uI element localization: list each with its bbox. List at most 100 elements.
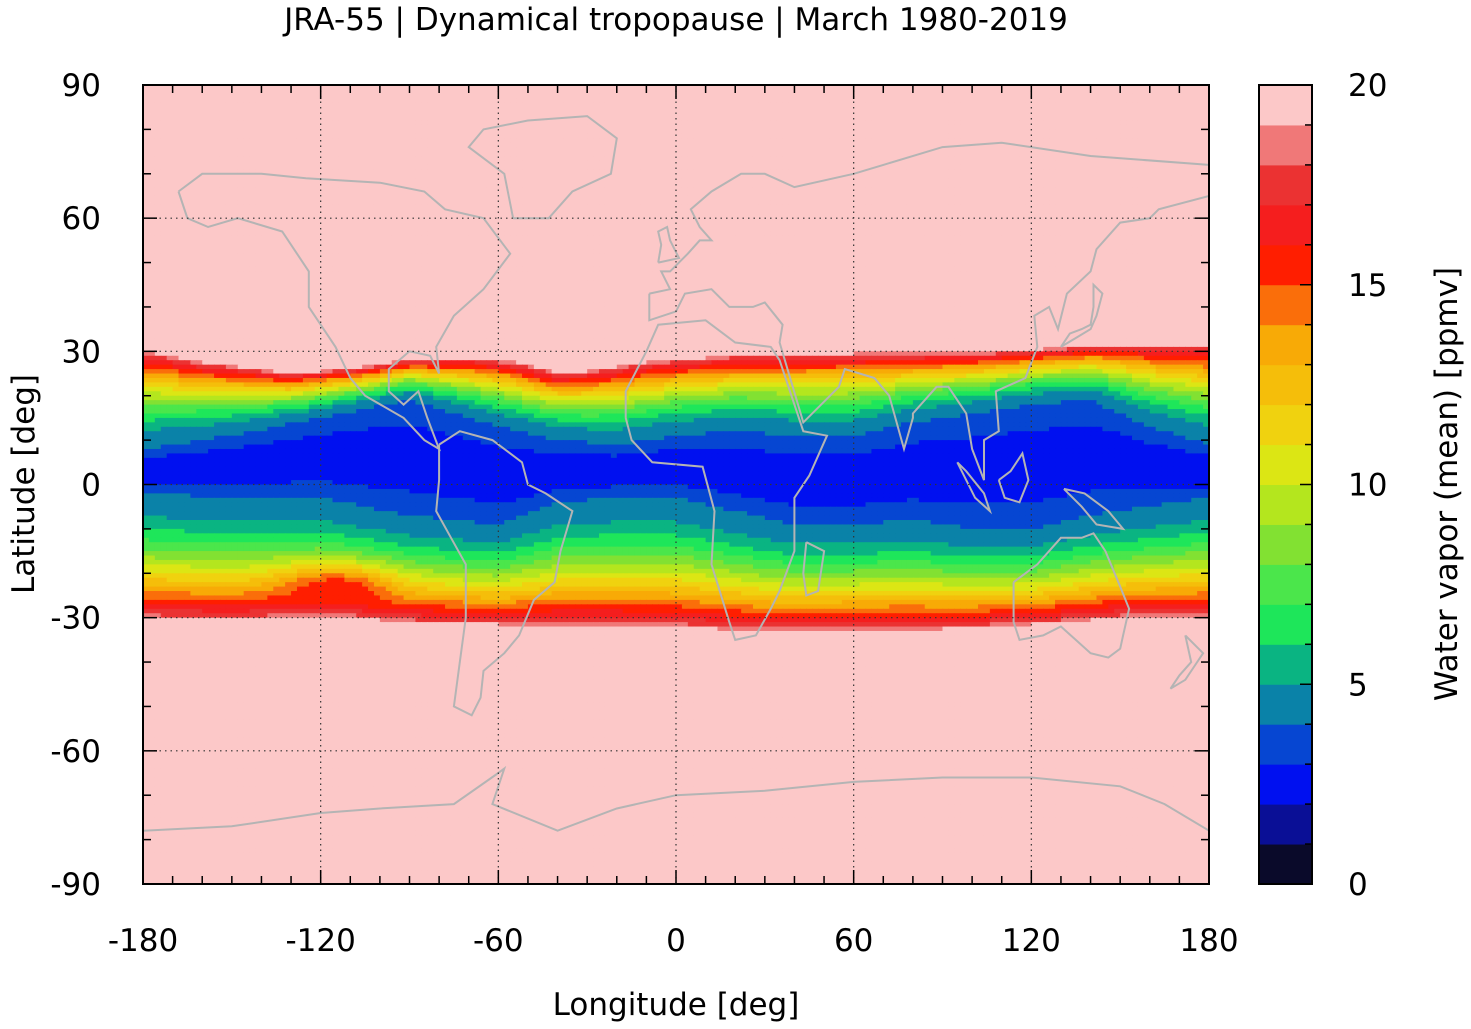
heatmap-cell-4517: [243, 195, 251, 202]
heatmap-cell-205: [291, 89, 298, 95]
heatmap-cell-1762: [983, 124, 991, 130]
heatmap-cell-4759: [610, 200, 618, 206]
heatmap-cell-485: [883, 93, 890, 99]
heatmap-cell-4278: [960, 187, 967, 193]
heatmap-cell-2451: [800, 142, 807, 148]
heatmap-cell-4295: [1060, 187, 1068, 193]
heatmap-cell-288: [782, 89, 790, 95]
heatmap-cell-88: [664, 85, 671, 91]
heatmap-cell-33: [338, 85, 345, 91]
heatmap-cell-1711: [681, 124, 689, 130]
heatmap-cell-939: [373, 107, 381, 113]
heatmap-cell-361: [148, 93, 156, 99]
heatmap-cell-3869: [670, 178, 677, 184]
heatmap-cell-791: [563, 102, 570, 108]
heatmap-cell-4433: [812, 191, 819, 197]
heatmap-cell-3041: [1096, 156, 1103, 162]
heatmap-cell-2915: [350, 156, 357, 162]
heatmap-cell-2827: [895, 151, 902, 157]
plot-area: [143, 85, 1209, 884]
heatmap-cell-4849: [1143, 200, 1151, 206]
heatmap-cell-4777: [717, 200, 724, 206]
heatmap-cell-4116: [1066, 182, 1074, 188]
heatmap-cell-3521: [741, 169, 748, 175]
heatmap-cell-3143: [634, 160, 642, 166]
heatmap-cell-1115: [350, 111, 357, 117]
heatmap-cell-397: [362, 93, 369, 99]
heatmap-cell-2311: [1037, 138, 1044, 144]
heatmap-cell-4277: [954, 187, 961, 193]
heatmap-cell-4812: [924, 200, 932, 206]
heatmap-cell-3251: [208, 164, 215, 170]
heatmap-cell-2845: [1001, 151, 1009, 157]
heatmap-cell-3014: [936, 156, 944, 162]
heatmap-cell-3069: [196, 160, 203, 166]
heatmap-cell-4085: [883, 182, 890, 188]
heatmap-cell-3755: [1060, 173, 1068, 179]
heatmap-cell-2260: [735, 138, 742, 144]
heatmap-cell-3194: [936, 160, 944, 166]
heatmap-cell-3979: [255, 182, 263, 188]
heatmap-cell-374: [225, 93, 233, 99]
heatmap-cell-60: [498, 85, 505, 91]
heatmap-cell-3417: [1191, 164, 1198, 170]
heatmap-cell-4919: [492, 204, 499, 210]
heatmap-cell-3096: [356, 160, 363, 166]
heatmap-cell-2010: [320, 133, 328, 139]
heatmap-cell-578: [368, 98, 375, 104]
heatmap-cell-2678: [1078, 147, 1086, 153]
heatmap-cell-3618: [249, 173, 257, 179]
heatmap-cell-2640: [853, 147, 861, 153]
heatmap-cell-4199: [492, 187, 499, 193]
heatmap-cell-3083: [279, 160, 286, 166]
heatmap-cell-985: [646, 107, 653, 113]
heatmap-cell-3918: [960, 178, 967, 184]
heatmap-cell-395: [350, 93, 357, 99]
heatmap-cell-1715: [705, 124, 713, 130]
heatmap-cell-3112: [450, 160, 458, 166]
heatmap-cell-3494: [581, 169, 588, 175]
heatmap-cell-1374: [818, 116, 825, 122]
heatmap-cell-4198: [486, 187, 494, 193]
heatmap-cell-2364: [285, 142, 292, 148]
heatmap-cell-2861: [1096, 151, 1103, 157]
heatmap-cell-1106: [296, 111, 304, 117]
heatmap-cell-3693: [693, 173, 701, 179]
heatmap-cell-3019: [966, 156, 973, 162]
heatmap-cell-513: [1049, 93, 1056, 99]
heatmap-cell-3648: [427, 173, 434, 179]
heatmap-cell-2846: [1007, 151, 1015, 157]
heatmap-cell-3631: [326, 173, 334, 179]
heatmap-cell-995: [705, 107, 713, 113]
heatmap-cell-952: [450, 107, 458, 113]
heatmap-cell-3563: [989, 169, 997, 175]
heatmap-cell-1958: [1078, 129, 1086, 135]
heatmap-cell-1269: [196, 116, 203, 122]
heatmap-cell-1256: [1185, 111, 1192, 117]
heatmap-cell-2138: [1078, 133, 1086, 139]
heatmap-cell-1111: [326, 111, 334, 117]
heatmap-cell-444: [640, 93, 647, 99]
heatmap-cell-4165: [291, 187, 298, 193]
heatmap-cell-1155: [587, 111, 594, 117]
heatmap-cell-364: [166, 93, 174, 99]
heatmap-cell-4766: [652, 200, 659, 206]
heatmap-cell-3933: [1049, 178, 1056, 184]
heatmap-cell-1769: [1025, 124, 1032, 130]
heatmap-cell-2212: [450, 138, 458, 144]
heatmap-cell-4247: [776, 187, 784, 193]
heatmap-cell-1833: [338, 129, 345, 135]
heatmap-cell-2074: [699, 133, 707, 139]
heatmap-cell-359: [1203, 89, 1209, 95]
heatmap-cell-44: [403, 85, 411, 91]
heatmap-cell-793: [575, 102, 582, 108]
heatmap-cell-1091: [208, 111, 215, 117]
heatmap-cell-4965: [764, 204, 772, 210]
heatmap-cell-3306: [533, 164, 541, 170]
heatmap-cell-4668: [1137, 195, 1145, 202]
heatmap-cell-3635: [350, 173, 357, 179]
heatmap-cell-3959: [1203, 178, 1209, 184]
heatmap-cell-2322: [1102, 138, 1109, 144]
heatmap-cell-210: [320, 89, 328, 95]
heatmap-cell-41: [385, 85, 393, 91]
